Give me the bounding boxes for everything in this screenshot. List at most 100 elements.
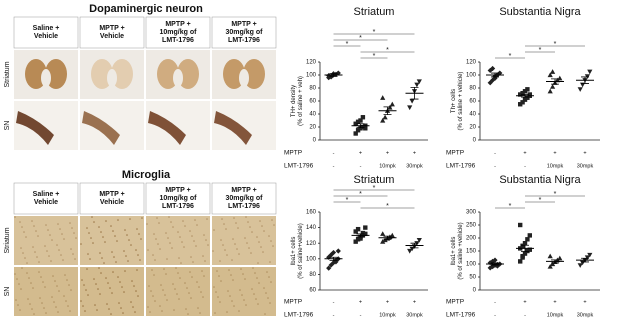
tissue-image	[205, 239, 207, 241]
tissue-image	[237, 227, 239, 229]
tissue-image	[170, 221, 172, 223]
header-cell	[211, 16, 277, 49]
error-bar	[521, 244, 529, 252]
tissue-image	[147, 249, 149, 251]
tissue-image	[111, 292, 113, 294]
tissue-image	[55, 306, 57, 308]
tissue-image	[207, 244, 209, 246]
data-point	[520, 243, 525, 248]
tissue-image	[75, 237, 77, 239]
column-header: Vehicle	[100, 33, 124, 40]
data-point	[550, 69, 556, 74]
tissue-image	[90, 237, 92, 239]
tissue-image	[112, 271, 114, 273]
data-point	[414, 82, 420, 88]
tissue-image	[122, 312, 124, 314]
y-tick-label: 160	[306, 210, 317, 216]
data-point	[518, 259, 523, 264]
x-row-value: -	[360, 312, 362, 318]
data-point	[353, 239, 358, 244]
tissue-image	[33, 225, 35, 227]
tissue-image	[259, 220, 261, 222]
tissue-image	[214, 111, 252, 145]
data-point	[335, 248, 341, 254]
tissue-image	[160, 284, 162, 286]
tissue-image	[172, 226, 174, 228]
tissue-image	[148, 285, 150, 287]
tissue-image	[257, 303, 259, 305]
y-axis-label: (% of saline + vehicle)	[458, 72, 464, 131]
tissue-image	[173, 309, 175, 311]
tissue-image	[152, 254, 154, 256]
error-bar	[356, 123, 365, 129]
tissue-image	[22, 252, 24, 254]
y-tick-label: 100	[466, 262, 477, 268]
tissue-image	[191, 276, 193, 278]
significance-label: *	[346, 197, 349, 204]
data-point	[525, 87, 530, 92]
tissue-image	[20, 247, 22, 249]
x-row-value: +	[413, 299, 416, 305]
tissue-image	[255, 298, 257, 300]
tissue-image	[149, 311, 151, 313]
tissue-image	[129, 218, 131, 220]
x-row-value: 10mpk	[547, 163, 564, 169]
tissue-image	[175, 267, 177, 269]
data-point	[557, 255, 563, 261]
significance-label: *	[373, 53, 376, 60]
y-tick-label: 60	[309, 288, 316, 294]
y-tick-label: 0	[473, 288, 477, 294]
y-tick-label: 80	[469, 86, 476, 92]
significance-label: *	[509, 53, 512, 60]
data-point	[494, 263, 500, 269]
tissue-image	[269, 302, 271, 304]
tissue-image	[86, 227, 88, 229]
data-point	[407, 248, 413, 254]
tissue-image	[113, 256, 115, 258]
significance-label: *	[359, 35, 362, 42]
tissue-image	[112, 230, 114, 232]
tissue-image	[124, 270, 126, 272]
tissue-image	[151, 269, 153, 271]
data-point	[380, 239, 386, 244]
tissue-image	[247, 221, 249, 223]
column-header: Vehicle	[34, 33, 58, 40]
tissue-image	[102, 236, 104, 238]
tissue-image	[189, 230, 191, 232]
data-point	[328, 74, 334, 80]
tissue-image	[231, 259, 233, 261]
tissue-image	[270, 281, 272, 283]
tissue-image	[141, 217, 143, 219]
data-point	[522, 97, 528, 102]
tissue-image	[27, 298, 29, 300]
tissue-image	[269, 261, 271, 263]
tissue-image	[136, 269, 138, 271]
tissue-image	[219, 301, 221, 303]
x-row-value: +	[583, 299, 586, 305]
tissue-image	[218, 275, 220, 277]
tissue-image	[265, 292, 267, 294]
data-point	[355, 128, 361, 133]
tissue-image	[94, 304, 96, 306]
data-point	[363, 231, 368, 237]
x-row-value: -	[494, 312, 496, 318]
data-point	[527, 92, 532, 97]
tissue-image	[196, 224, 198, 226]
tissue-image	[28, 277, 30, 279]
tissue-image	[242, 273, 244, 275]
tissue-image	[212, 216, 276, 265]
tissue-image	[106, 303, 108, 305]
tissue-image	[191, 235, 193, 237]
tissue-image	[26, 272, 28, 274]
data-point	[518, 102, 523, 107]
data-point	[389, 232, 395, 238]
tissue-image	[107, 282, 109, 284]
x-row-label: MPTP	[284, 150, 302, 157]
error-bar	[491, 72, 499, 78]
tissue-image	[132, 306, 134, 308]
column-header: LMT-1796	[162, 203, 194, 210]
tissue-image	[234, 243, 236, 245]
tissue-image	[189, 271, 191, 273]
significance-label: *	[554, 191, 557, 198]
tissue-image	[44, 286, 46, 288]
